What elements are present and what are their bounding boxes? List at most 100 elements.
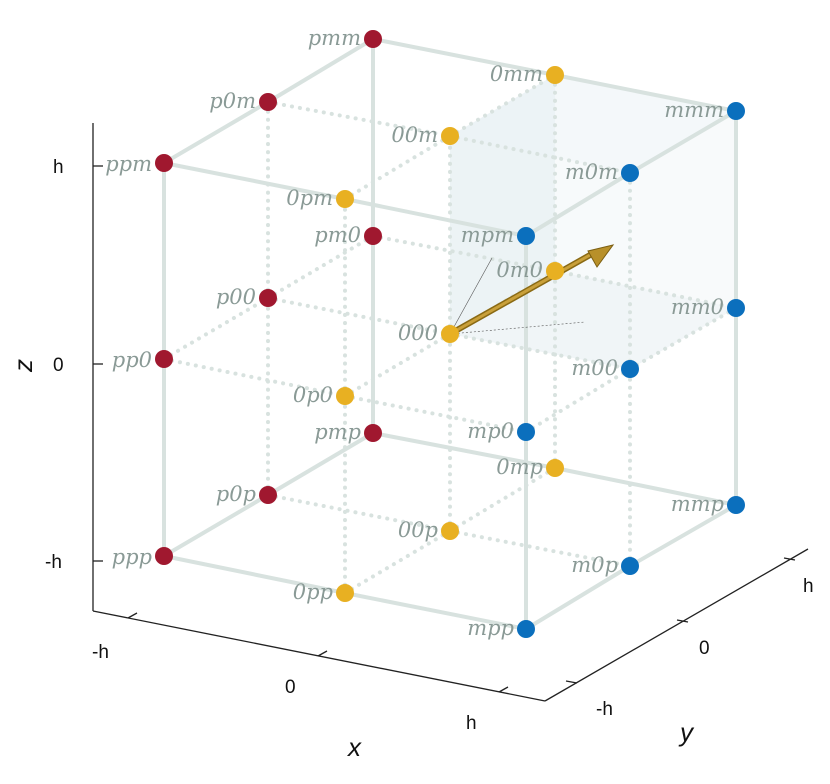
lattice-edge: [553, 466, 738, 507]
lattice-edge: [266, 100, 452, 138]
axis-frame: [92, 123, 809, 702]
node-label: mp0: [467, 419, 514, 443]
lattice-node: [259, 93, 277, 111]
lattice-node: [727, 299, 745, 317]
x-tick-h: h: [466, 713, 477, 734]
lattice-node: [336, 584, 354, 602]
node-label: m0m: [565, 160, 618, 184]
lattice-edge: [343, 591, 528, 631]
node-label: ppm: [105, 152, 152, 176]
lattice-edge: [371, 234, 557, 273]
lattice-node: [621, 164, 639, 182]
lattice-node: [727, 496, 745, 514]
node-label: 0mm: [490, 62, 543, 86]
lattice-edge: [448, 134, 632, 175]
lattice-edge: [266, 37, 375, 104]
lattice-node: [441, 522, 459, 540]
node-label: pmm: [308, 26, 361, 50]
node-label: 0p0: [293, 383, 333, 407]
node-label: pm0: [314, 223, 361, 247]
lattice-node: [155, 154, 173, 172]
node-label: ppp: [112, 545, 152, 569]
lattice-edge: [343, 394, 528, 434]
x-tick-minus-h: -h: [92, 642, 109, 663]
lattice-node: [546, 262, 564, 280]
z-tick-h: h: [53, 157, 64, 178]
lattice-node: [336, 387, 354, 405]
lattice-node: [336, 190, 354, 208]
x-tick-labels: -h 0 h: [92, 642, 477, 734]
node-label: mm0: [671, 295, 724, 319]
y-tick-labels: -h 0 h: [596, 576, 814, 720]
lattice-node: [259, 486, 277, 504]
y-axis-title: y: [678, 717, 695, 747]
node-label: mmp: [671, 492, 724, 516]
lattice-edge: [524, 171, 632, 238]
lattice-node: [546, 459, 564, 477]
lattice-node: [517, 227, 535, 245]
lattice-edge: [524, 564, 632, 631]
lattice-node: [727, 102, 745, 120]
node-label: 0pm: [286, 186, 333, 210]
lattice-edge: [162, 100, 270, 165]
node-label: mpp: [467, 616, 514, 640]
direction-arrow: [447, 244, 615, 337]
lattice-edge: [371, 37, 557, 77]
node-label: pmp: [314, 420, 361, 444]
lattice-node: [441, 127, 459, 145]
z-tick-labels: h 0 -h: [45, 157, 64, 573]
z-tick-minus-h: -h: [45, 552, 62, 573]
lattice-edge: [162, 357, 347, 398]
node-label: 0pp: [293, 580, 333, 604]
node-label: pp0: [112, 348, 152, 372]
node-label: p00: [216, 285, 256, 309]
node-label: 0m0: [496, 258, 543, 282]
lattice-node: [259, 289, 277, 307]
y-tick-h: h: [803, 576, 814, 597]
lattice-edge: [628, 503, 738, 568]
lattice-edge: [162, 161, 347, 201]
lattice-node: [441, 325, 459, 343]
node-label: p0m: [209, 89, 256, 113]
lattice-node: [364, 30, 382, 48]
lattice-node: [517, 423, 535, 441]
inner-edges: [162, 73, 738, 595]
lattice-edge: [162, 554, 347, 595]
lattice-node: [364, 424, 382, 442]
node-label: 0mp: [496, 455, 543, 479]
outer-edges: [162, 37, 738, 631]
node-label: 000: [398, 321, 438, 345]
node-label: m00: [571, 356, 618, 380]
lattice-node: [155, 547, 173, 565]
x-axis-title: x: [346, 732, 362, 762]
node-label: mpm: [461, 223, 514, 247]
lattice-node: [517, 620, 535, 638]
lattice-edge: [162, 493, 270, 558]
lattice-node: [155, 350, 173, 368]
lattice-nodes: pmm p0m ppm pm0 p00 pp0 pmp p0p ppp 0mm 00m 0pm 0m0 0…: [105, 26, 745, 640]
node-label: 00m: [391, 123, 438, 147]
lattice-node: [621, 360, 639, 378]
lattice-edge: [628, 109, 738, 175]
lattice-node: [621, 557, 639, 575]
z-axis-title: z: [8, 359, 38, 373]
node-label: 00p: [398, 518, 438, 542]
lattice-edge: [448, 529, 632, 568]
lattice-edge: [553, 73, 738, 113]
lattice-edge: [448, 332, 632, 371]
lattice-edge: [266, 296, 452, 336]
lattice-edge: [343, 197, 528, 238]
node-label: p0p: [216, 482, 256, 506]
node-label: m0p: [571, 553, 618, 577]
lattice-node: [546, 66, 564, 84]
x-tick-0: 0: [285, 677, 296, 698]
z-tick-0: 0: [53, 355, 64, 376]
lattice-edge: [266, 431, 375, 497]
lattice-node: [364, 227, 382, 245]
lattice-edge: [553, 269, 738, 310]
node-label: mmm: [664, 98, 724, 122]
y-tick-0: 0: [699, 638, 710, 659]
shaded-octant: [450, 75, 736, 369]
